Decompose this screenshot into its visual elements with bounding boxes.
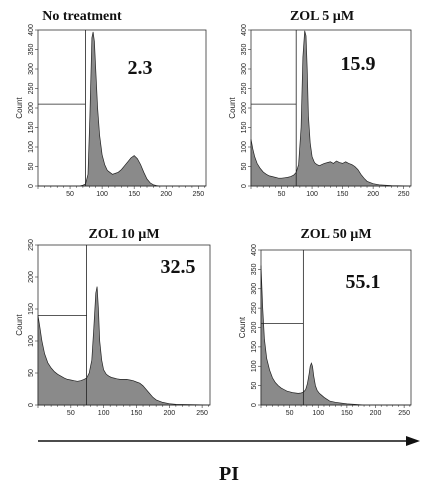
histogram-panel-3: ZOL 10 µM 50 100 150 200 250 0 50 100 150 200 250 Co… — [15, 227, 211, 417]
y-tick-label: 200 — [28, 102, 35, 114]
y-tick-label: 350 — [28, 44, 35, 56]
histogram-area — [250, 30, 412, 187]
x-tick-label: 200 — [367, 191, 379, 198]
panel-title: ZOL 5 µM — [290, 9, 354, 24]
y-tick-label: 150 — [251, 341, 258, 353]
y-tick-label: 150 — [28, 303, 35, 315]
y-tick-label: 400 — [251, 244, 258, 256]
y-axis-label: Count — [238, 316, 247, 338]
panels: No treatment 50 100 150 200 250 0 50 100 150 200 25… — [15, 9, 412, 417]
x-tick-label: 200 — [160, 191, 172, 198]
histogram-area — [37, 286, 211, 406]
y-tick-label: 350 — [251, 263, 258, 275]
panel-title: ZOL 50 µM — [300, 227, 371, 242]
x-tick-label: 200 — [163, 410, 175, 417]
y-tick-label: 100 — [241, 141, 248, 153]
histogram-panel-4: ZOL 50 µM 50 100 150 200 250 0 50 100 150 200 250 30… — [238, 227, 412, 417]
x-tick-label: 150 — [131, 410, 143, 417]
subg1-percentage: 55.1 — [346, 271, 381, 293]
x-axis-label: PI — [219, 463, 239, 485]
x-tick-label: 250 — [398, 191, 410, 198]
y-tick-label: 200 — [251, 322, 258, 334]
bottom-axis: PI — [38, 436, 420, 485]
pi-axis-arrowhead — [406, 436, 420, 446]
y-tick-label: 0 — [28, 184, 35, 188]
plot-frame — [37, 244, 211, 406]
histogram-area — [38, 31, 206, 187]
panel-title: No treatment — [42, 9, 122, 24]
x-tick-label: 250 — [398, 410, 410, 417]
y-tick-label: 250 — [28, 239, 35, 251]
y-tick-label: 50 — [241, 163, 248, 171]
y-tick-label: 200 — [28, 271, 35, 283]
subg1-percentage: 32.5 — [161, 256, 196, 278]
y-tick-label: 50 — [28, 163, 35, 171]
x-tick-label: 50 — [286, 410, 294, 417]
y-tick-label: 250 — [28, 83, 35, 95]
x-tick-label: 100 — [312, 410, 324, 417]
y-tick-label: 300 — [28, 63, 35, 75]
plot-frame — [37, 29, 207, 187]
x-tick-label: 100 — [96, 191, 108, 198]
x-tick-label: 100 — [306, 191, 318, 198]
y-tick-label: 0 — [251, 403, 258, 407]
subg1-percentage: 2.3 — [128, 57, 153, 79]
y-axis-label: Count — [15, 97, 24, 119]
panel-title: ZOL 10 µM — [88, 227, 159, 242]
x-tick-label: 50 — [278, 191, 286, 198]
histogram-panel-1: No treatment 50 100 150 200 250 0 50 100 150 200 25… — [15, 9, 207, 198]
y-tick-label: 50 — [28, 369, 35, 377]
y-tick-label: 150 — [241, 122, 248, 134]
x-tick-label: 200 — [370, 410, 382, 417]
y-tick-label: 100 — [28, 141, 35, 153]
x-tick-label: 150 — [128, 191, 140, 198]
x-tick-label: 250 — [196, 410, 208, 417]
y-tick-label: 100 — [251, 360, 258, 372]
y-tick-label: 50 — [251, 382, 258, 390]
y-tick-label: 350 — [241, 44, 248, 56]
y-axis-label: Count — [228, 97, 237, 119]
y-tick-label: 400 — [28, 24, 35, 36]
subg1-percentage: 15.9 — [341, 53, 376, 75]
x-tick-label: 150 — [337, 191, 349, 198]
y-tick-label: 100 — [28, 335, 35, 347]
y-tick-label: 300 — [251, 283, 258, 295]
y-tick-label: 200 — [241, 102, 248, 114]
x-tick-label: 150 — [341, 410, 353, 417]
y-tick-label: 250 — [241, 83, 248, 95]
plot-frame — [250, 29, 412, 187]
y-tick-label: 150 — [28, 122, 35, 134]
y-axis-label: Count — [15, 314, 24, 336]
x-tick-label: 250 — [192, 191, 204, 198]
y-tick-label: 250 — [251, 302, 258, 314]
y-tick-label: 0 — [241, 184, 248, 188]
plot-frame — [260, 249, 412, 406]
y-tick-label: 400 — [241, 24, 248, 36]
y-tick-label: 300 — [241, 63, 248, 75]
x-tick-label: 50 — [67, 410, 75, 417]
histogram-area — [260, 265, 411, 406]
x-tick-label: 100 — [98, 410, 110, 417]
y-tick-label: 0 — [28, 403, 35, 407]
x-tick-label: 50 — [66, 191, 74, 198]
histogram-panel-2: ZOL 5 µM 50 100 150 200 250 0 50 100 150 200 250 300… — [228, 9, 412, 198]
